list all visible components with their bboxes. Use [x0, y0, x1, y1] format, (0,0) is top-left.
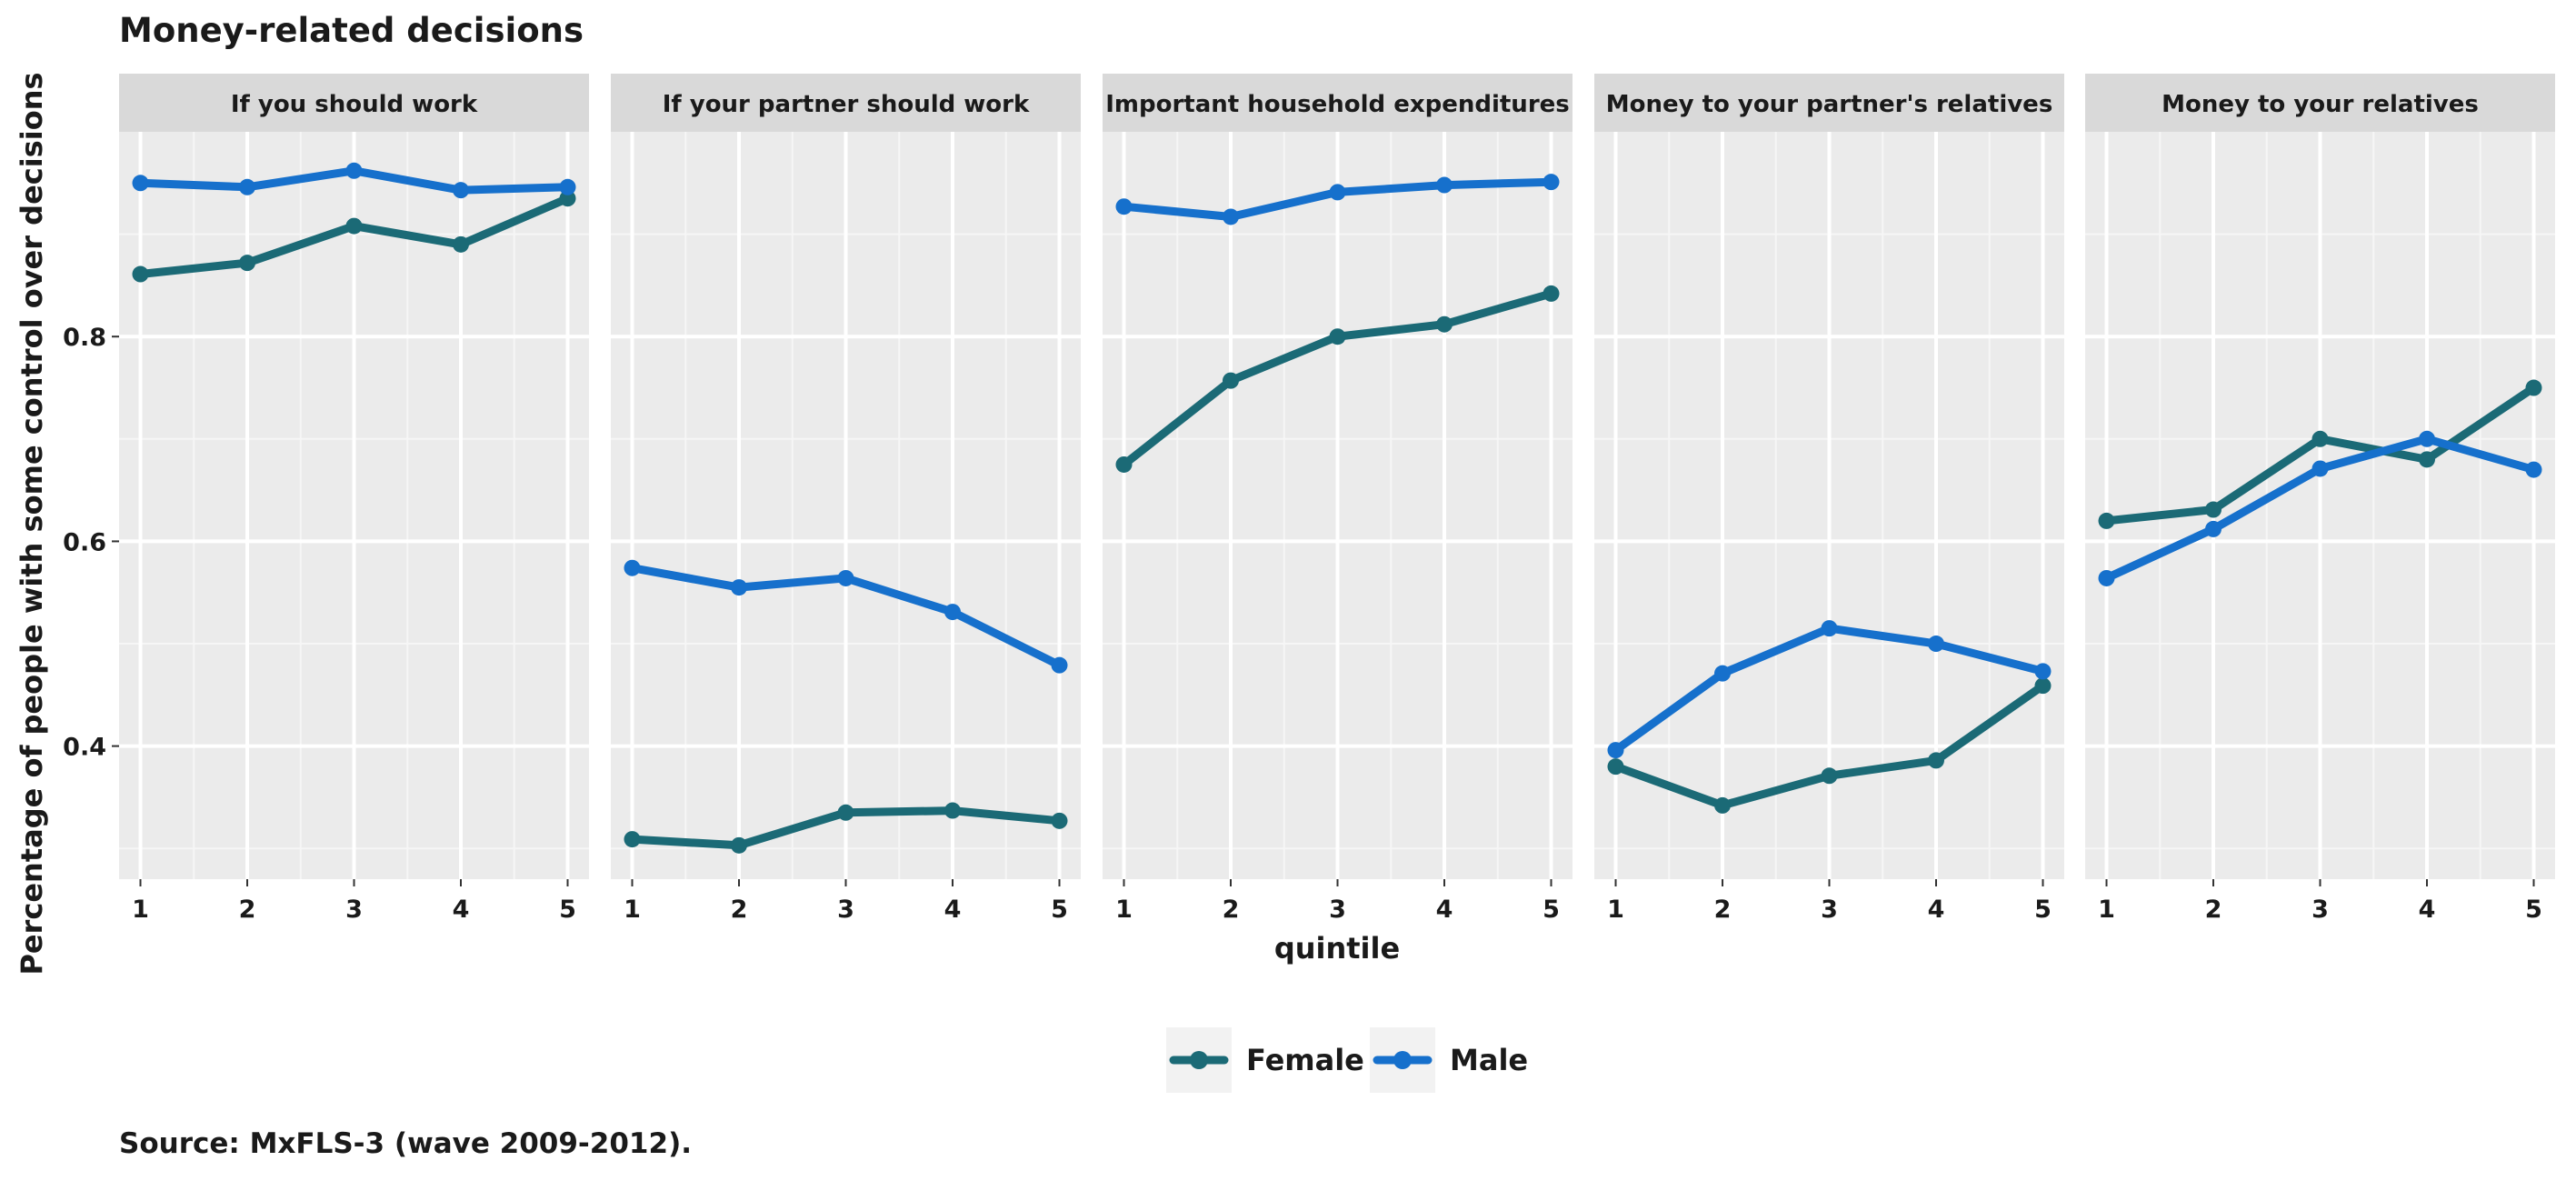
- data-point-male: [559, 178, 576, 195]
- data-point-male: [837, 569, 854, 586]
- y-tick-label: 0.6: [63, 528, 106, 556]
- data-point-male: [1115, 198, 1133, 215]
- panel-title: Money to your relatives: [2162, 91, 2479, 118]
- data-point-female: [559, 190, 576, 207]
- panel-title: Money to your partner's relatives: [1606, 91, 2053, 118]
- x-tick-label: 4: [944, 896, 962, 924]
- data-point-male: [731, 579, 747, 596]
- data-point-female: [1714, 796, 1731, 814]
- x-tick-label: 1: [1607, 896, 1624, 924]
- data-point-male: [239, 178, 255, 195]
- data-point-male: [2419, 430, 2435, 447]
- x-tick-label: 2: [239, 896, 256, 924]
- source-note: Source: MxFLS-3 (wave 2009-2012).: [119, 1127, 693, 1160]
- x-tick-label: 1: [2098, 896, 2115, 924]
- x-tick-label: 5: [2034, 896, 2052, 924]
- data-point-female: [1051, 812, 1068, 829]
- data-point-female: [2034, 677, 2052, 695]
- x-tick-label: 1: [1115, 896, 1133, 924]
- data-point-female: [2205, 501, 2222, 518]
- x-tick-label: 2: [731, 896, 748, 924]
- data-point-male: [1223, 208, 1239, 225]
- data-point-female: [132, 265, 149, 283]
- data-point-female: [239, 255, 255, 272]
- data-point-female: [2098, 512, 2115, 529]
- data-point-male: [1607, 742, 1624, 759]
- x-axis-title: quintile: [1274, 931, 1400, 966]
- data-point-female: [1543, 285, 1560, 302]
- data-point-female: [1607, 758, 1624, 776]
- x-tick-label: 2: [1714, 896, 1732, 924]
- data-point-male: [1329, 184, 1346, 201]
- data-point-female: [2525, 379, 2542, 396]
- x-tick-label: 1: [132, 896, 149, 924]
- x-tick-label: 2: [1223, 896, 1240, 924]
- x-tick-label: 3: [1329, 896, 1346, 924]
- data-point-male: [2205, 520, 2222, 537]
- legend-key-point: [1190, 1051, 1208, 1069]
- data-point-female: [1821, 767, 1838, 785]
- panel-strip: [1594, 74, 2064, 132]
- data-point-male: [944, 604, 961, 621]
- data-point-female: [1223, 372, 1239, 389]
- x-tick-label: 1: [624, 896, 641, 924]
- data-point-female: [1928, 752, 1944, 769]
- data-point-male: [1821, 620, 1838, 637]
- data-point-female: [1436, 315, 1453, 333]
- panel-strip: [611, 74, 1081, 132]
- data-point-male: [1436, 176, 1453, 194]
- x-tick-label: 4: [1928, 896, 1945, 924]
- data-point-female: [2419, 451, 2435, 468]
- legend-key-point: [1393, 1051, 1412, 1069]
- data-point-female: [1329, 328, 1346, 345]
- data-point-female: [1115, 455, 1133, 473]
- data-point-female: [453, 235, 469, 253]
- data-point-female: [345, 217, 363, 235]
- data-point-male: [345, 162, 363, 179]
- x-tick-label: 5: [1543, 896, 1560, 924]
- x-tick-label: 2: [2205, 896, 2222, 924]
- x-tick-label: 5: [2525, 896, 2542, 924]
- panel-title: If your partner should work: [663, 91, 1030, 118]
- y-tick-label: 0.4: [63, 734, 106, 762]
- data-point-male: [453, 182, 469, 199]
- data-point-male: [2311, 460, 2329, 477]
- x-tick-label: 4: [2419, 896, 2436, 924]
- data-point-male: [2034, 663, 2052, 680]
- x-tick-label: 4: [1436, 896, 1453, 924]
- data-point-female: [837, 804, 854, 821]
- x-tick-label: 3: [1821, 896, 1838, 924]
- x-tick-label: 5: [1051, 896, 1068, 924]
- data-point-male: [2525, 461, 2542, 478]
- legend-label: Female: [1246, 1043, 1364, 1077]
- data-point-male: [2098, 569, 2115, 586]
- x-tick-label: 5: [559, 896, 576, 924]
- x-tick-label: 4: [453, 896, 470, 924]
- data-point-female: [2311, 430, 2329, 447]
- panel-strip: [119, 74, 589, 132]
- data-point-female: [731, 836, 747, 854]
- data-point-female: [944, 802, 961, 819]
- chart-title: Money-related decisions: [119, 11, 584, 50]
- data-point-male: [1543, 174, 1560, 191]
- data-point-male: [1714, 665, 1731, 682]
- data-point-male: [1051, 656, 1068, 674]
- y-axis-title: Percentage of people with some control o…: [15, 72, 49, 975]
- panel-title: If you should work: [231, 91, 478, 118]
- x-tick-label: 3: [345, 896, 363, 924]
- legend-label: Male: [1450, 1043, 1528, 1077]
- data-point-female: [624, 831, 641, 848]
- data-point-male: [624, 559, 641, 576]
- panel-strip: [1103, 74, 1573, 132]
- y-tick-label: 0.8: [63, 324, 106, 352]
- data-point-male: [132, 175, 149, 192]
- data-point-male: [1928, 636, 1944, 653]
- x-tick-label: 3: [2311, 896, 2329, 924]
- panel-title: Important household expenditures: [1105, 91, 1570, 118]
- x-tick-label: 3: [837, 896, 854, 924]
- panel-strip: [2085, 74, 2555, 132]
